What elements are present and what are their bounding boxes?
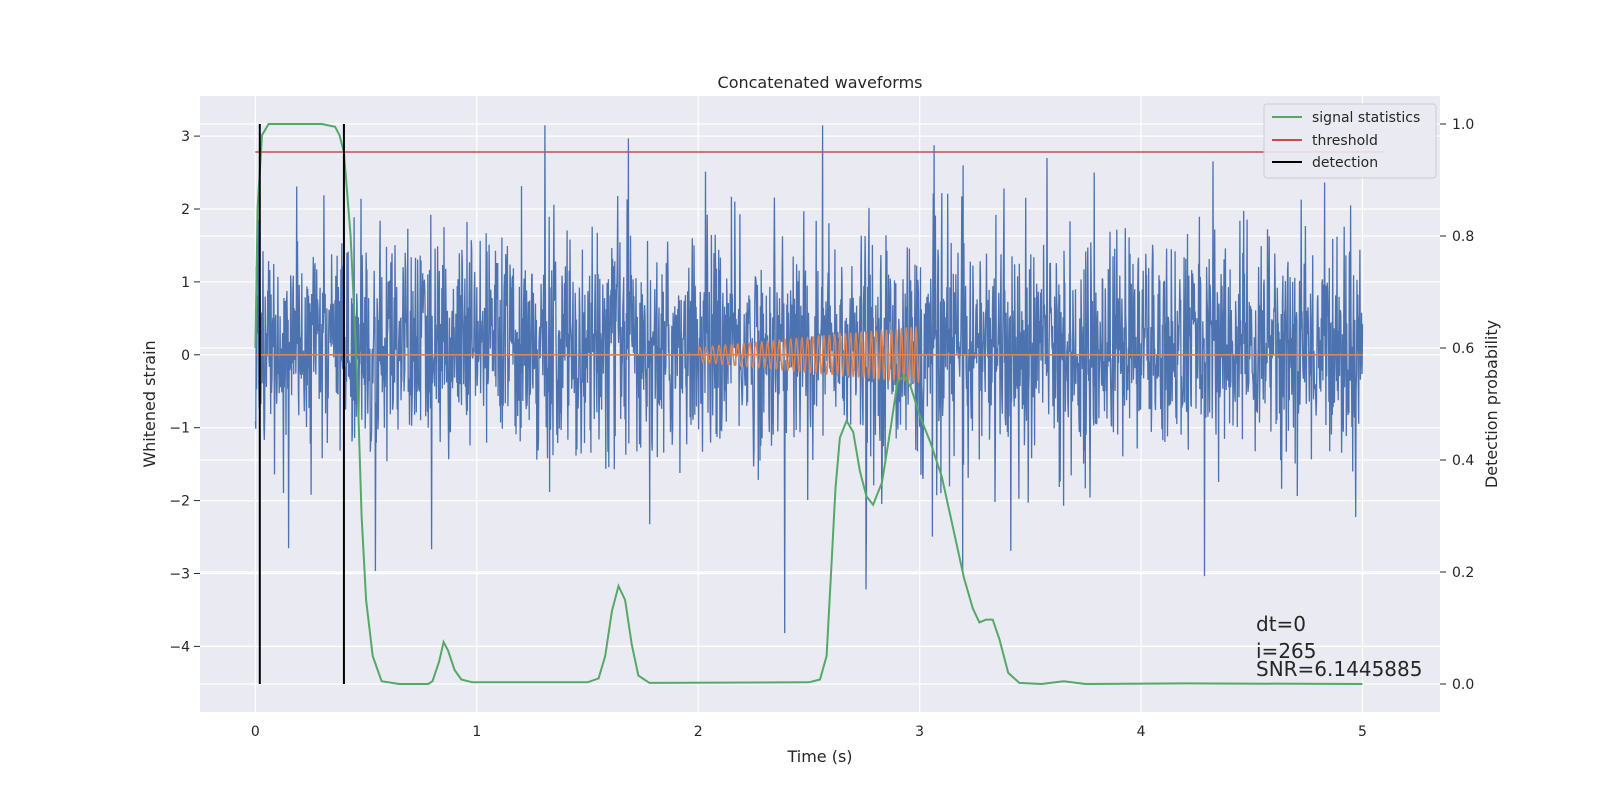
y-right-axis-ticks: 1.0 0.8 0.6 0.4 0.2 0.0 <box>1440 117 1474 693</box>
injection-chirp-line <box>697 325 921 385</box>
y-right-tick-label: 0.8 <box>1452 229 1474 245</box>
y-left-axis-label: Whitened strain <box>140 340 159 467</box>
y-left-tick-label: −2 <box>169 494 190 510</box>
x-tick-label: 1 <box>472 724 481 740</box>
legend-signal-statistics-label: signal statistics <box>1312 110 1420 126</box>
y-right-tick-label: 0.0 <box>1452 677 1474 693</box>
legend: signal statistics threshold detection <box>1263 103 1437 179</box>
y-left-axis-ticks: 3 2 1 0 −1 −2 −3 −4 <box>169 129 200 655</box>
legend-detection-label: detection <box>1312 155 1378 171</box>
annotation-snr: SNR=6.1445885 <box>1256 657 1422 681</box>
chart-title: Concatenated waveforms <box>718 73 923 92</box>
x-axis-label: Time (s) <box>786 747 852 766</box>
x-tick-label: 3 <box>915 724 924 740</box>
y-left-tick-label: 3 <box>181 129 190 145</box>
signal-statistics-layer <box>254 123 1363 686</box>
y-left-tick-label: 2 <box>181 202 190 218</box>
y-left-tick-label: 1 <box>181 275 190 291</box>
y-right-tick-label: 0.6 <box>1452 341 1474 357</box>
strain-series-line <box>254 125 1364 634</box>
legend-threshold-label: threshold <box>1312 133 1378 149</box>
signal-statistics-line <box>254 123 1363 686</box>
y-left-tick-label: −1 <box>169 421 190 437</box>
y-left-tick-label: −4 <box>169 639 190 655</box>
y-right-tick-label: 0.2 <box>1452 565 1474 581</box>
injection-layer <box>255 325 1363 385</box>
y-left-tick-label: 0 <box>181 348 190 364</box>
annotation-index: i=265 <box>1256 639 1317 663</box>
annotation-dt: dt=0 <box>1256 612 1306 636</box>
plot-area <box>200 96 1440 712</box>
y-left-tick-label: −3 <box>169 566 190 582</box>
y-right-axis-label: Detection probability <box>1482 320 1501 488</box>
y-right-tick-label: 1.0 <box>1452 117 1474 133</box>
x-tick-label: 2 <box>694 724 703 740</box>
x-tick-label: 5 <box>1358 724 1367 740</box>
strain-layer <box>254 125 1364 634</box>
y-right-tick-label: 0.4 <box>1452 453 1474 469</box>
x-tick-label: 0 <box>251 724 260 740</box>
x-axis-ticks: 0 1 2 3 4 5 <box>251 724 1367 740</box>
x-tick-label: 4 <box>1137 724 1146 740</box>
legend-box <box>1263 103 1437 179</box>
detection-layer <box>258 124 345 684</box>
